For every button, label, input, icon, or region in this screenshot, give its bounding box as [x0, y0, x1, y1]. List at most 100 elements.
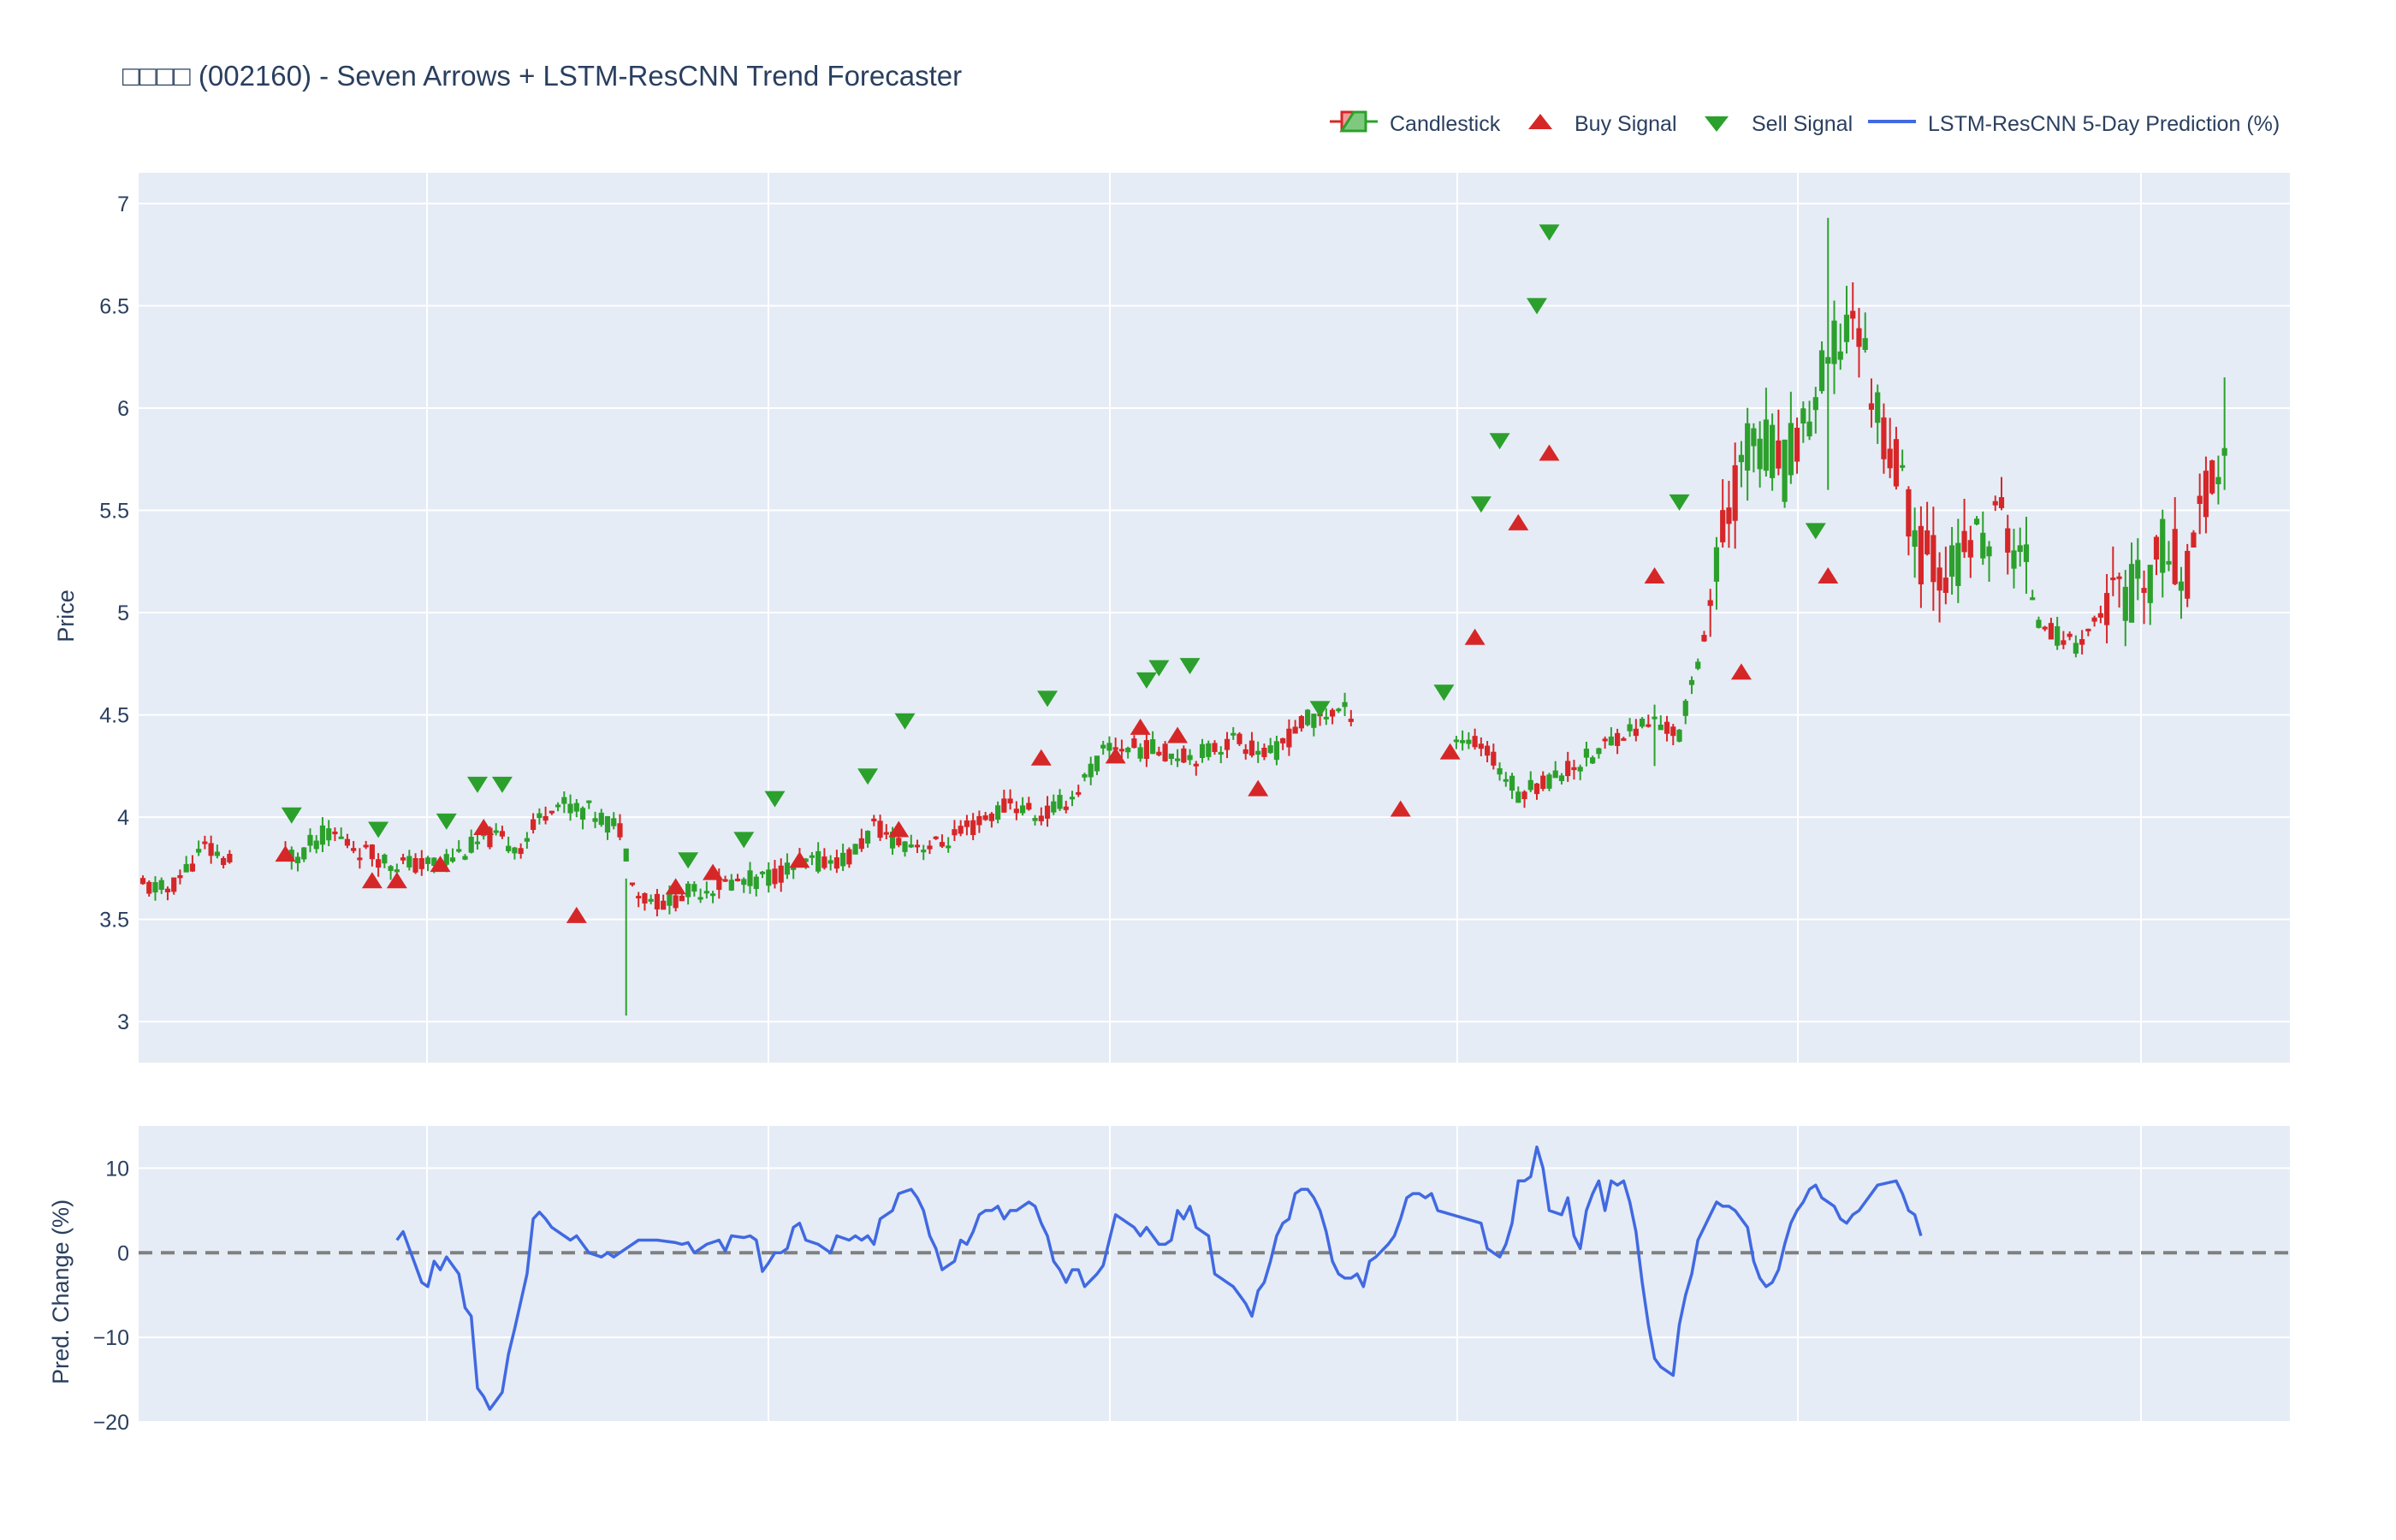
candle-down [840, 852, 846, 867]
candle-down [784, 862, 791, 875]
candle-up [952, 829, 958, 836]
candle-up [2110, 578, 2116, 581]
candle-down [1825, 357, 1831, 364]
candle-up [914, 844, 921, 848]
candle-up [772, 868, 778, 885]
candle-up [1794, 427, 1800, 462]
candle-up [1348, 719, 1354, 722]
sell-signal-series [281, 224, 1826, 869]
candle-up [927, 845, 933, 850]
candle-down [685, 883, 691, 897]
candle-down [1843, 314, 1850, 342]
candle-up [1540, 775, 1546, 790]
legend-item-sell-signal[interactable]: Sell Signal [1705, 112, 1853, 136]
candle-up [1850, 311, 1856, 319]
candle-down [2030, 597, 2036, 601]
candle-up [487, 827, 493, 848]
candle-up [964, 820, 970, 827]
candle-up [376, 859, 382, 868]
sell-signal-marker [1527, 298, 1547, 315]
candle-up [1776, 440, 1782, 469]
buy-signal-marker [275, 845, 296, 862]
candle-down [1342, 702, 1348, 708]
candle-down [1688, 679, 1695, 685]
candle-down [462, 856, 468, 860]
candle-up [139, 878, 146, 885]
legend-label-prediction: LSTM-ResCNN 5-Day Prediction (%) [1928, 112, 2280, 136]
candle-down [2160, 518, 2166, 573]
candle-up [636, 896, 642, 899]
candle-up [896, 838, 902, 846]
candle-up [1893, 439, 1900, 487]
candle-up [1013, 808, 1019, 814]
candle-down [1168, 753, 1174, 760]
legend-item-candlestick[interactable]: Candlestick [1330, 110, 1501, 136]
candle-up [982, 814, 988, 820]
candle-down [196, 849, 202, 853]
prediction-y-axis-label: Pred. Change (%) [48, 1199, 74, 1384]
candle-down [1150, 739, 1156, 755]
buy-signal-marker [703, 863, 724, 880]
candle-up [933, 836, 939, 839]
candle-up [988, 813, 994, 821]
candle-down [1676, 729, 1682, 742]
candle-up [2067, 633, 2073, 637]
candle-up [1484, 745, 1491, 756]
candle-up [332, 831, 338, 835]
candle-up [661, 900, 667, 910]
candle-down [908, 844, 914, 848]
candle-down [864, 831, 871, 844]
candle-down [1812, 397, 1818, 411]
sell-signal-marker [1037, 690, 1059, 708]
candle-down [1652, 716, 1658, 720]
candle-down [1763, 419, 1769, 471]
price-gridlines [139, 173, 2290, 1063]
candle-down [2215, 477, 2221, 484]
candle-down [902, 841, 908, 852]
candle-down [1460, 740, 1466, 743]
candle-up [976, 815, 982, 826]
sell-signal-marker [1148, 660, 1170, 677]
candle-down [1466, 739, 1472, 744]
candle-down [406, 856, 412, 868]
candle-up [146, 881, 152, 894]
legend[interactable]: Candlestick Buy Signal Sell Signal LSTM-… [1330, 110, 2280, 136]
candle-down [1082, 774, 1088, 778]
candle-up [189, 863, 196, 872]
candle-down [1305, 709, 1311, 726]
sell-signal-marker [1805, 523, 1826, 540]
candle-down [2147, 565, 2153, 603]
sell-signal-marker [466, 776, 488, 793]
candle-down [307, 834, 313, 846]
candle-down [1713, 547, 1720, 582]
buy-signal-marker [1730, 663, 1752, 680]
candle-down [1875, 392, 1881, 424]
candle-down [313, 840, 319, 850]
candle-down [1980, 532, 1986, 559]
candle-up [722, 879, 728, 882]
candle-up [208, 843, 214, 856]
legend-item-buy-signal[interactable]: Buy Signal [1528, 112, 1677, 136]
buy-signal-marker [1508, 513, 1529, 530]
candle-up [1212, 743, 1218, 752]
candle-down [1596, 748, 1602, 755]
candle-down [214, 851, 220, 856]
candle-down [1800, 408, 1806, 424]
candle-down [338, 836, 344, 839]
sell-signal-marker [1669, 494, 1690, 511]
candle-down [592, 818, 598, 822]
candle-up [833, 857, 839, 869]
candle-up [939, 842, 946, 847]
candle-up [1533, 783, 1540, 795]
candle-down [555, 804, 561, 808]
candle-up [1491, 751, 1497, 766]
candle-down [1187, 755, 1193, 761]
candle-down [512, 847, 518, 854]
sell-signal-marker [894, 713, 916, 730]
candle-up [2185, 550, 2191, 599]
candle-down [1583, 749, 1590, 758]
legend-item-prediction[interactable]: LSTM-ResCNN 5-Day Prediction (%) [1868, 112, 2280, 136]
candle-down [611, 818, 617, 826]
price-y-tick-label: 4 [117, 806, 129, 830]
